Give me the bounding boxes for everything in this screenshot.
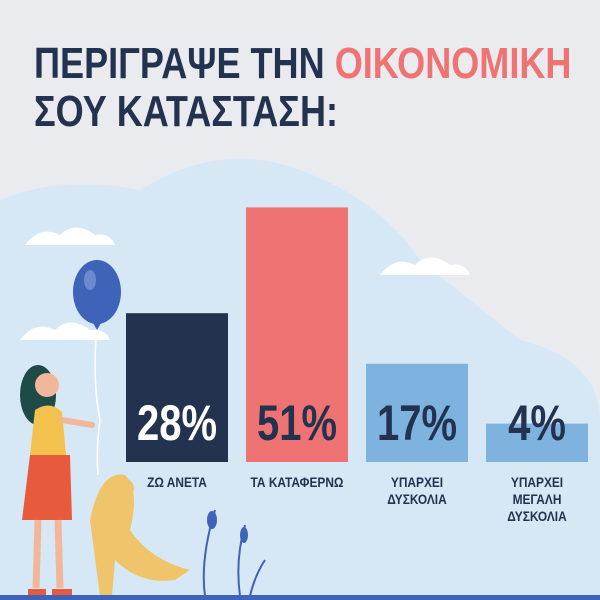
title-line-2: ΣΟΥ ΚΑΤΑΣΤΑΣΗ: bbox=[34, 87, 338, 136]
title: ΠΕΡΙΓΡΑΨΕ ΤΗΝ ΟΙΚΟΝΟΜΙΚΗ bbox=[34, 39, 571, 88]
cloud bbox=[380, 257, 470, 275]
cloud bbox=[25, 227, 115, 245]
illustration bbox=[20, 260, 266, 597]
value-label-group: 17% bbox=[377, 395, 457, 451]
category-label: ΤΑ ΚΑΤΑΦΕΡΝΩ bbox=[250, 474, 344, 490]
value-label: 4% bbox=[508, 395, 566, 451]
value-label: 28% bbox=[137, 395, 217, 451]
category-label: ΥΠΑΡΧΕΙ ΔΥΣΚΟΛΙΑ bbox=[387, 474, 447, 507]
cloud bbox=[20, 322, 110, 340]
category-label: ΥΠΑΡΧΕΙ ΜΕΓΑΛΗ ΔΥΣΚΟΛΙΑ bbox=[507, 474, 567, 524]
title-line-1: ΠΕΡΙΓΡΑΨΕ ΤΗΝ ΟΙΚΟΝΟΜΙΚΗ bbox=[34, 39, 571, 88]
value-label: 17% bbox=[377, 395, 457, 451]
bar bbox=[246, 207, 348, 462]
category-label: ΖΩ ΑΝΕΤΑ bbox=[147, 474, 207, 490]
bar bbox=[486, 423, 588, 462]
bar bbox=[126, 313, 228, 462]
value-label-group: 51% bbox=[257, 395, 337, 451]
title-part: ΠΕΡΙΓΡΑΨΕ ΤΗΝ bbox=[34, 39, 325, 88]
value-label-group: 28% bbox=[137, 395, 217, 451]
bar bbox=[366, 363, 468, 462]
title-highlight: ΟΙΚΟΝΟΜΙΚΗ bbox=[335, 39, 572, 88]
ground-line bbox=[0, 595, 600, 600]
value-label: 51% bbox=[257, 395, 337, 451]
title-part: ΣΟΥ ΚΑΤΑΣΤΑΣΗ: bbox=[34, 87, 338, 136]
value-label-group: 4% bbox=[508, 395, 566, 451]
